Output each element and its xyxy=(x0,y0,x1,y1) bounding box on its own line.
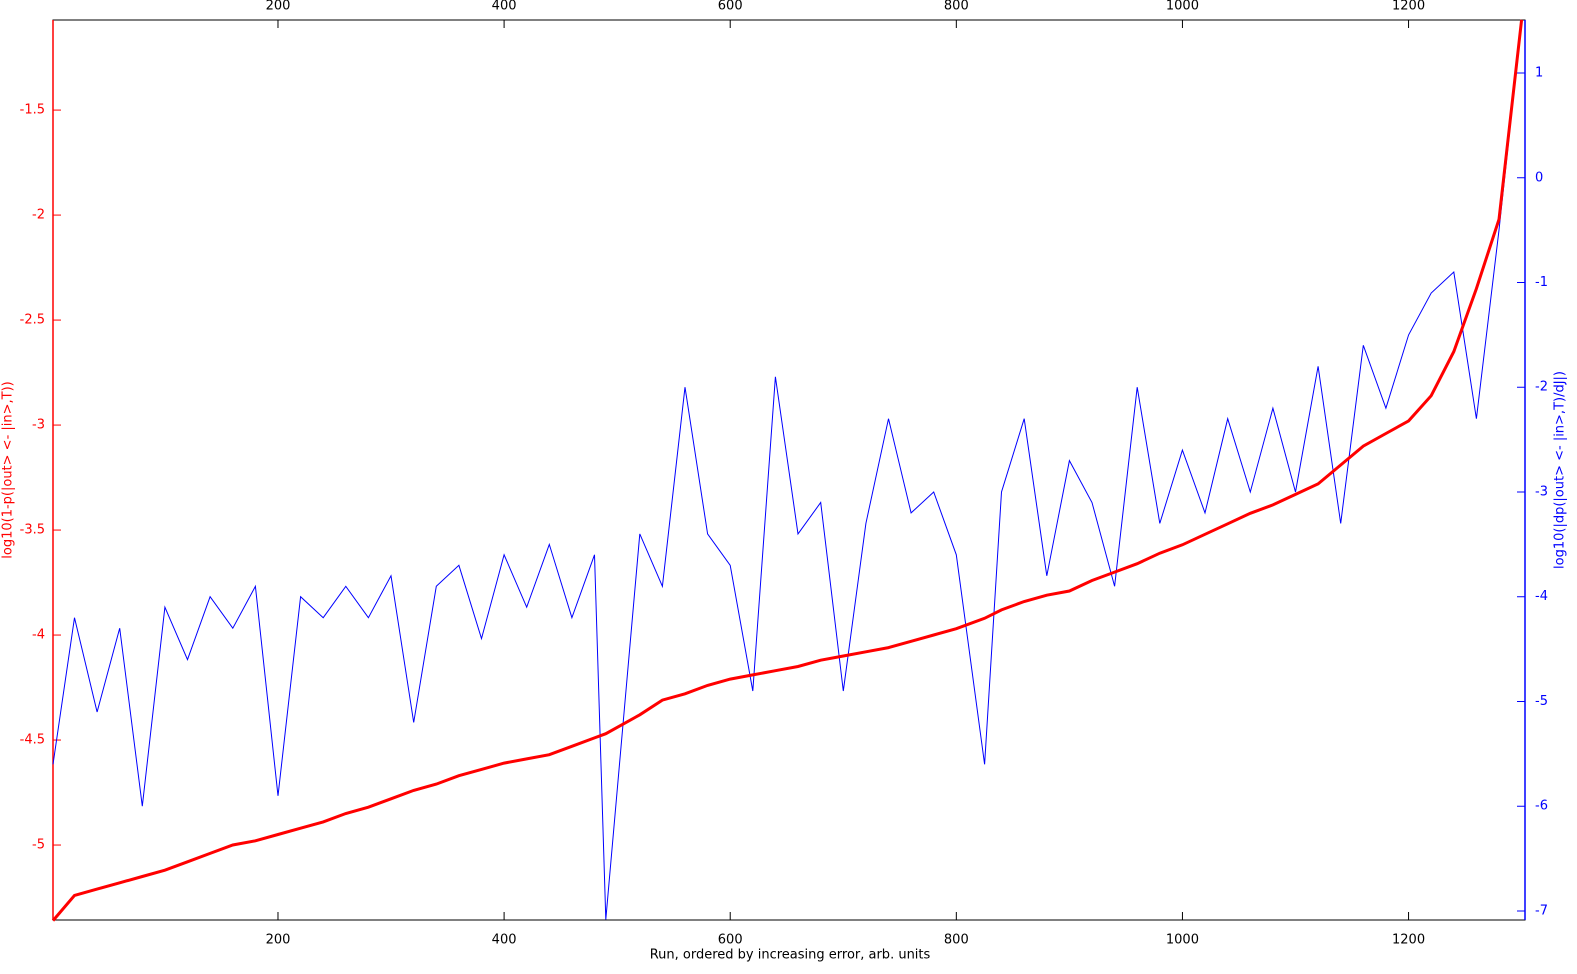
x-axis-label: Run, ordered by increasing error, arb. u… xyxy=(650,948,931,963)
y-tick-label: -2.5 xyxy=(20,313,45,328)
y2-tick-label: -4 xyxy=(1535,589,1548,604)
x-tick-label-top: 800 xyxy=(944,0,969,14)
x-tick-label: 600 xyxy=(718,933,743,948)
x-tick-label-top: 200 xyxy=(266,0,291,14)
y2-tick-label: -5 xyxy=(1535,694,1548,709)
y-tick-label: -3 xyxy=(32,418,45,433)
y2-axis-label: log10(|dp(|out> <- |in>,T)/dJ|) xyxy=(1553,371,1568,569)
x-tick-label: 800 xyxy=(944,933,969,948)
y2-tick-label: 1 xyxy=(1535,66,1543,81)
series-line xyxy=(51,19,1524,922)
y-axis-label: log10(1-p(|out> <- |in>,T)) xyxy=(1,381,16,558)
x-tick-label-top: 600 xyxy=(718,0,743,14)
y2-tick-label: -1 xyxy=(1535,275,1548,290)
y-tick-label: -4.5 xyxy=(20,733,45,748)
y2-tick-label: 0 xyxy=(1535,170,1543,185)
x-tick-label: 1200 xyxy=(1392,933,1425,948)
x-tick-label-top: 400 xyxy=(492,0,517,14)
y-tick-label: -1.5 xyxy=(20,103,45,118)
x-tick-label: 400 xyxy=(492,933,517,948)
series-line xyxy=(52,20,1523,920)
y2-tick-label: -7 xyxy=(1535,903,1548,918)
y-tick-label: -4 xyxy=(32,628,45,643)
x-tick-label-top: 1000 xyxy=(1166,0,1199,14)
y-tick-label: -3.5 xyxy=(20,523,45,538)
x-tick-label: 200 xyxy=(266,933,291,948)
y2-tick-label: -2 xyxy=(1535,380,1548,395)
x-tick-label: 1000 xyxy=(1166,933,1199,948)
y2-tick-label: -3 xyxy=(1535,484,1548,499)
x-tick-label-top: 1200 xyxy=(1392,0,1425,14)
y-tick-label: -2 xyxy=(32,208,45,223)
y-tick-label: -5 xyxy=(32,838,45,853)
y2-tick-label: -6 xyxy=(1535,799,1548,814)
